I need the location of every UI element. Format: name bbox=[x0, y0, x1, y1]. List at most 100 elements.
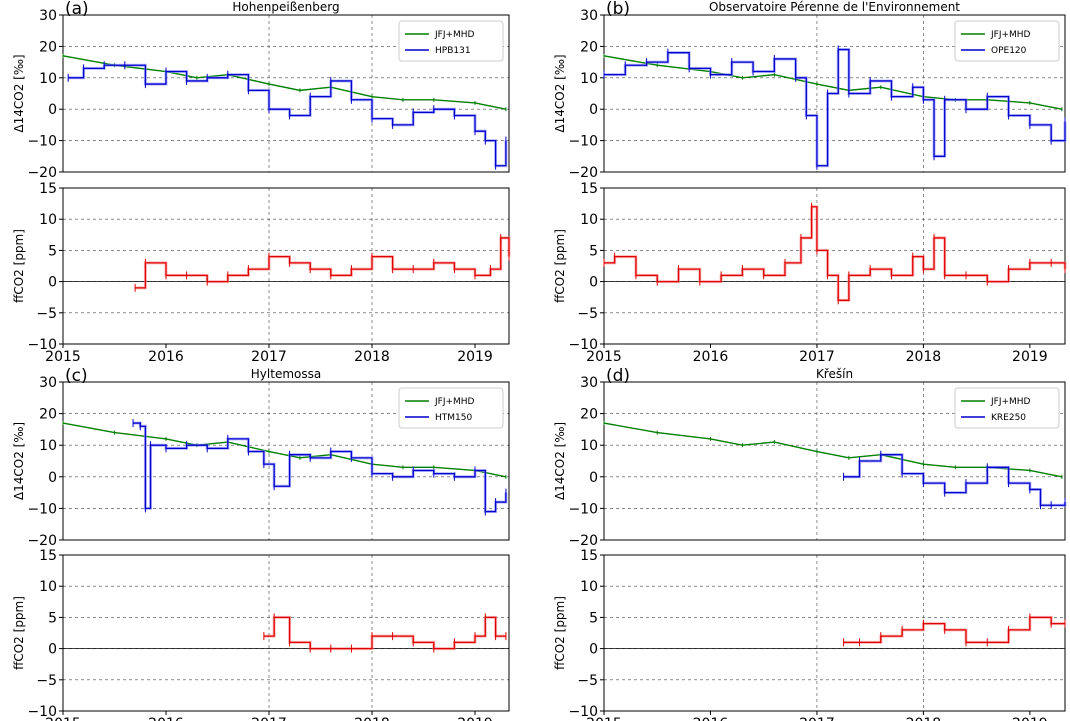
svg-text:ffCO2 [ppm]: ffCO2 [ppm] bbox=[12, 229, 26, 303]
y-tick-label: −10 bbox=[568, 134, 598, 150]
x-tick-label: 2018 bbox=[354, 349, 390, 365]
ffco2-series-line bbox=[135, 237, 510, 289]
plot-frame bbox=[62, 187, 510, 345]
y-tick-label: 5 bbox=[589, 610, 598, 626]
plot-frame bbox=[62, 14, 510, 173]
y-tick-label: 0 bbox=[589, 275, 598, 291]
legend-label: JFJ+MHD bbox=[990, 397, 1031, 407]
bottom-axes: −10 −5 0 5 10 15 ffCO2 [ppm] bbox=[12, 548, 510, 720]
ffco2-series-line bbox=[843, 616, 1065, 644]
svg-text:Δ14CO2 [‰]: Δ14CO2 [‰] bbox=[553, 54, 567, 132]
legend-label: OPE120 bbox=[991, 46, 1027, 56]
y-axis-label: Δ14CO2 [‰] bbox=[553, 422, 567, 500]
y-tick-label: 0 bbox=[48, 470, 57, 486]
y-tick-label: 0 bbox=[589, 642, 598, 658]
station-series-line bbox=[133, 422, 507, 513]
ffco2-series bbox=[603, 202, 1067, 305]
reference-series bbox=[603, 53, 1063, 112]
x-tick-label: 2019 bbox=[1012, 716, 1048, 721]
x-tick-label: 2016 bbox=[148, 349, 184, 365]
y-tick-label: 15 bbox=[580, 181, 598, 197]
y-tick-label: −20 bbox=[27, 165, 57, 181]
y-tick-label: 10 bbox=[39, 71, 57, 87]
panel-title: Křešín bbox=[816, 367, 853, 381]
panel-title: Hyltemossa bbox=[251, 367, 321, 381]
station-series bbox=[132, 419, 508, 516]
y-tick-label: −20 bbox=[568, 533, 598, 549]
y-axis-label: ffCO2 [ppm] bbox=[12, 596, 26, 670]
y-tick-label: 0 bbox=[48, 642, 57, 658]
plot-frame bbox=[603, 381, 1066, 541]
x-tick-label: 2018 bbox=[906, 349, 942, 365]
x-tick-label: 2018 bbox=[906, 716, 942, 721]
x-tick-label: 2015 bbox=[586, 716, 622, 721]
y-tick-label: 10 bbox=[39, 579, 57, 595]
y-tick-label: 0 bbox=[48, 275, 57, 291]
x-tick-label: 2015 bbox=[45, 349, 81, 365]
y-axis-label: ffCO2 [ppm] bbox=[553, 596, 567, 670]
y-tick-label: −20 bbox=[568, 165, 598, 181]
legend-box bbox=[398, 20, 504, 62]
legend: JFJ+MHD HTM150 bbox=[398, 387, 504, 429]
y-tick-label: 0 bbox=[589, 102, 598, 118]
plot-frame bbox=[62, 554, 510, 712]
y-tick-label: 10 bbox=[580, 438, 598, 454]
x-tick-label: 2017 bbox=[799, 349, 835, 365]
ffco2-series-halo bbox=[263, 615, 506, 651]
station-series-halo bbox=[843, 453, 1067, 507]
y-tick-label: −5 bbox=[36, 673, 57, 689]
top-axes: −20 −10 0 10 20 30 Δ14CO2 [‰] bbox=[553, 8, 1066, 181]
y-tick-label: −10 bbox=[568, 337, 598, 353]
panel-title: Observatoire Pérenne de l'Environnement bbox=[709, 0, 960, 14]
top-axes: −20 −10 0 10 20 30 Δ14CO2 [‰] bbox=[12, 375, 510, 549]
top-axes: −20 −10 0 10 20 30 Δ14CO2 [‰] bbox=[553, 375, 1066, 549]
y-tick-label: −10 bbox=[27, 337, 57, 353]
y-axis-label: ffCO2 [ppm] bbox=[553, 229, 567, 303]
station-series-halo bbox=[133, 421, 508, 514]
legend-label: JFJ+MHD bbox=[990, 30, 1031, 40]
y-tick-label: 0 bbox=[589, 470, 598, 486]
y-tick-label: 0 bbox=[48, 102, 57, 118]
y-tick-label: 10 bbox=[39, 212, 57, 228]
x-tick-label: 2017 bbox=[251, 349, 287, 365]
ffco2-series-line bbox=[604, 206, 1066, 301]
y-tick-label: 15 bbox=[39, 548, 57, 564]
legend-label: KRE250 bbox=[991, 413, 1026, 423]
reference-line bbox=[603, 55, 1062, 110]
y-tick-label: 5 bbox=[48, 243, 57, 259]
y-tick-label: 20 bbox=[580, 39, 598, 55]
station-series-line bbox=[68, 64, 507, 167]
legend: JFJ+MHD KRE250 bbox=[954, 387, 1060, 429]
y-tick-label: −10 bbox=[27, 501, 57, 517]
station-series-halo bbox=[68, 63, 508, 168]
y-tick-label: −10 bbox=[27, 134, 57, 150]
x-tick-label: 2015 bbox=[45, 716, 81, 721]
plot-frame bbox=[62, 381, 510, 541]
y-axis-label: Δ14CO2 [‰] bbox=[553, 54, 567, 132]
bottom-axes: −10 −5 0 5 10 15 ffCO2 [ppm] bbox=[553, 548, 1066, 720]
bottom-axes: −10 −5 0 5 10 15 ffCO2 [ppm] bbox=[12, 181, 510, 353]
y-tick-label: −10 bbox=[27, 704, 57, 720]
ffco2-series-halo bbox=[604, 205, 1067, 302]
plot-frame bbox=[603, 554, 1066, 712]
panel-letter: (c) bbox=[65, 366, 88, 386]
x-tick-label: 2018 bbox=[354, 716, 390, 721]
panel-letter: (b) bbox=[606, 0, 630, 19]
svg-text:Δ14CO2 [‰]: Δ14CO2 [‰] bbox=[12, 54, 26, 132]
station-series bbox=[843, 450, 1067, 510]
x-tick-label: 2016 bbox=[693, 349, 729, 365]
plot-frame bbox=[603, 14, 1066, 173]
panel-letter: (a) bbox=[65, 0, 89, 19]
y-tick-label: 10 bbox=[580, 212, 598, 228]
legend-box bbox=[398, 387, 504, 429]
x-tick-label: 2015 bbox=[586, 349, 622, 365]
panel-title: Hohenpeißenberg bbox=[232, 0, 339, 14]
y-tick-label: −10 bbox=[568, 501, 598, 517]
legend: JFJ+MHD HPB131 bbox=[398, 20, 504, 62]
legend-label: HPB131 bbox=[435, 46, 471, 56]
y-tick-label: 30 bbox=[580, 8, 598, 24]
reference-series bbox=[62, 53, 507, 112]
y-tick-label: 20 bbox=[39, 407, 57, 423]
